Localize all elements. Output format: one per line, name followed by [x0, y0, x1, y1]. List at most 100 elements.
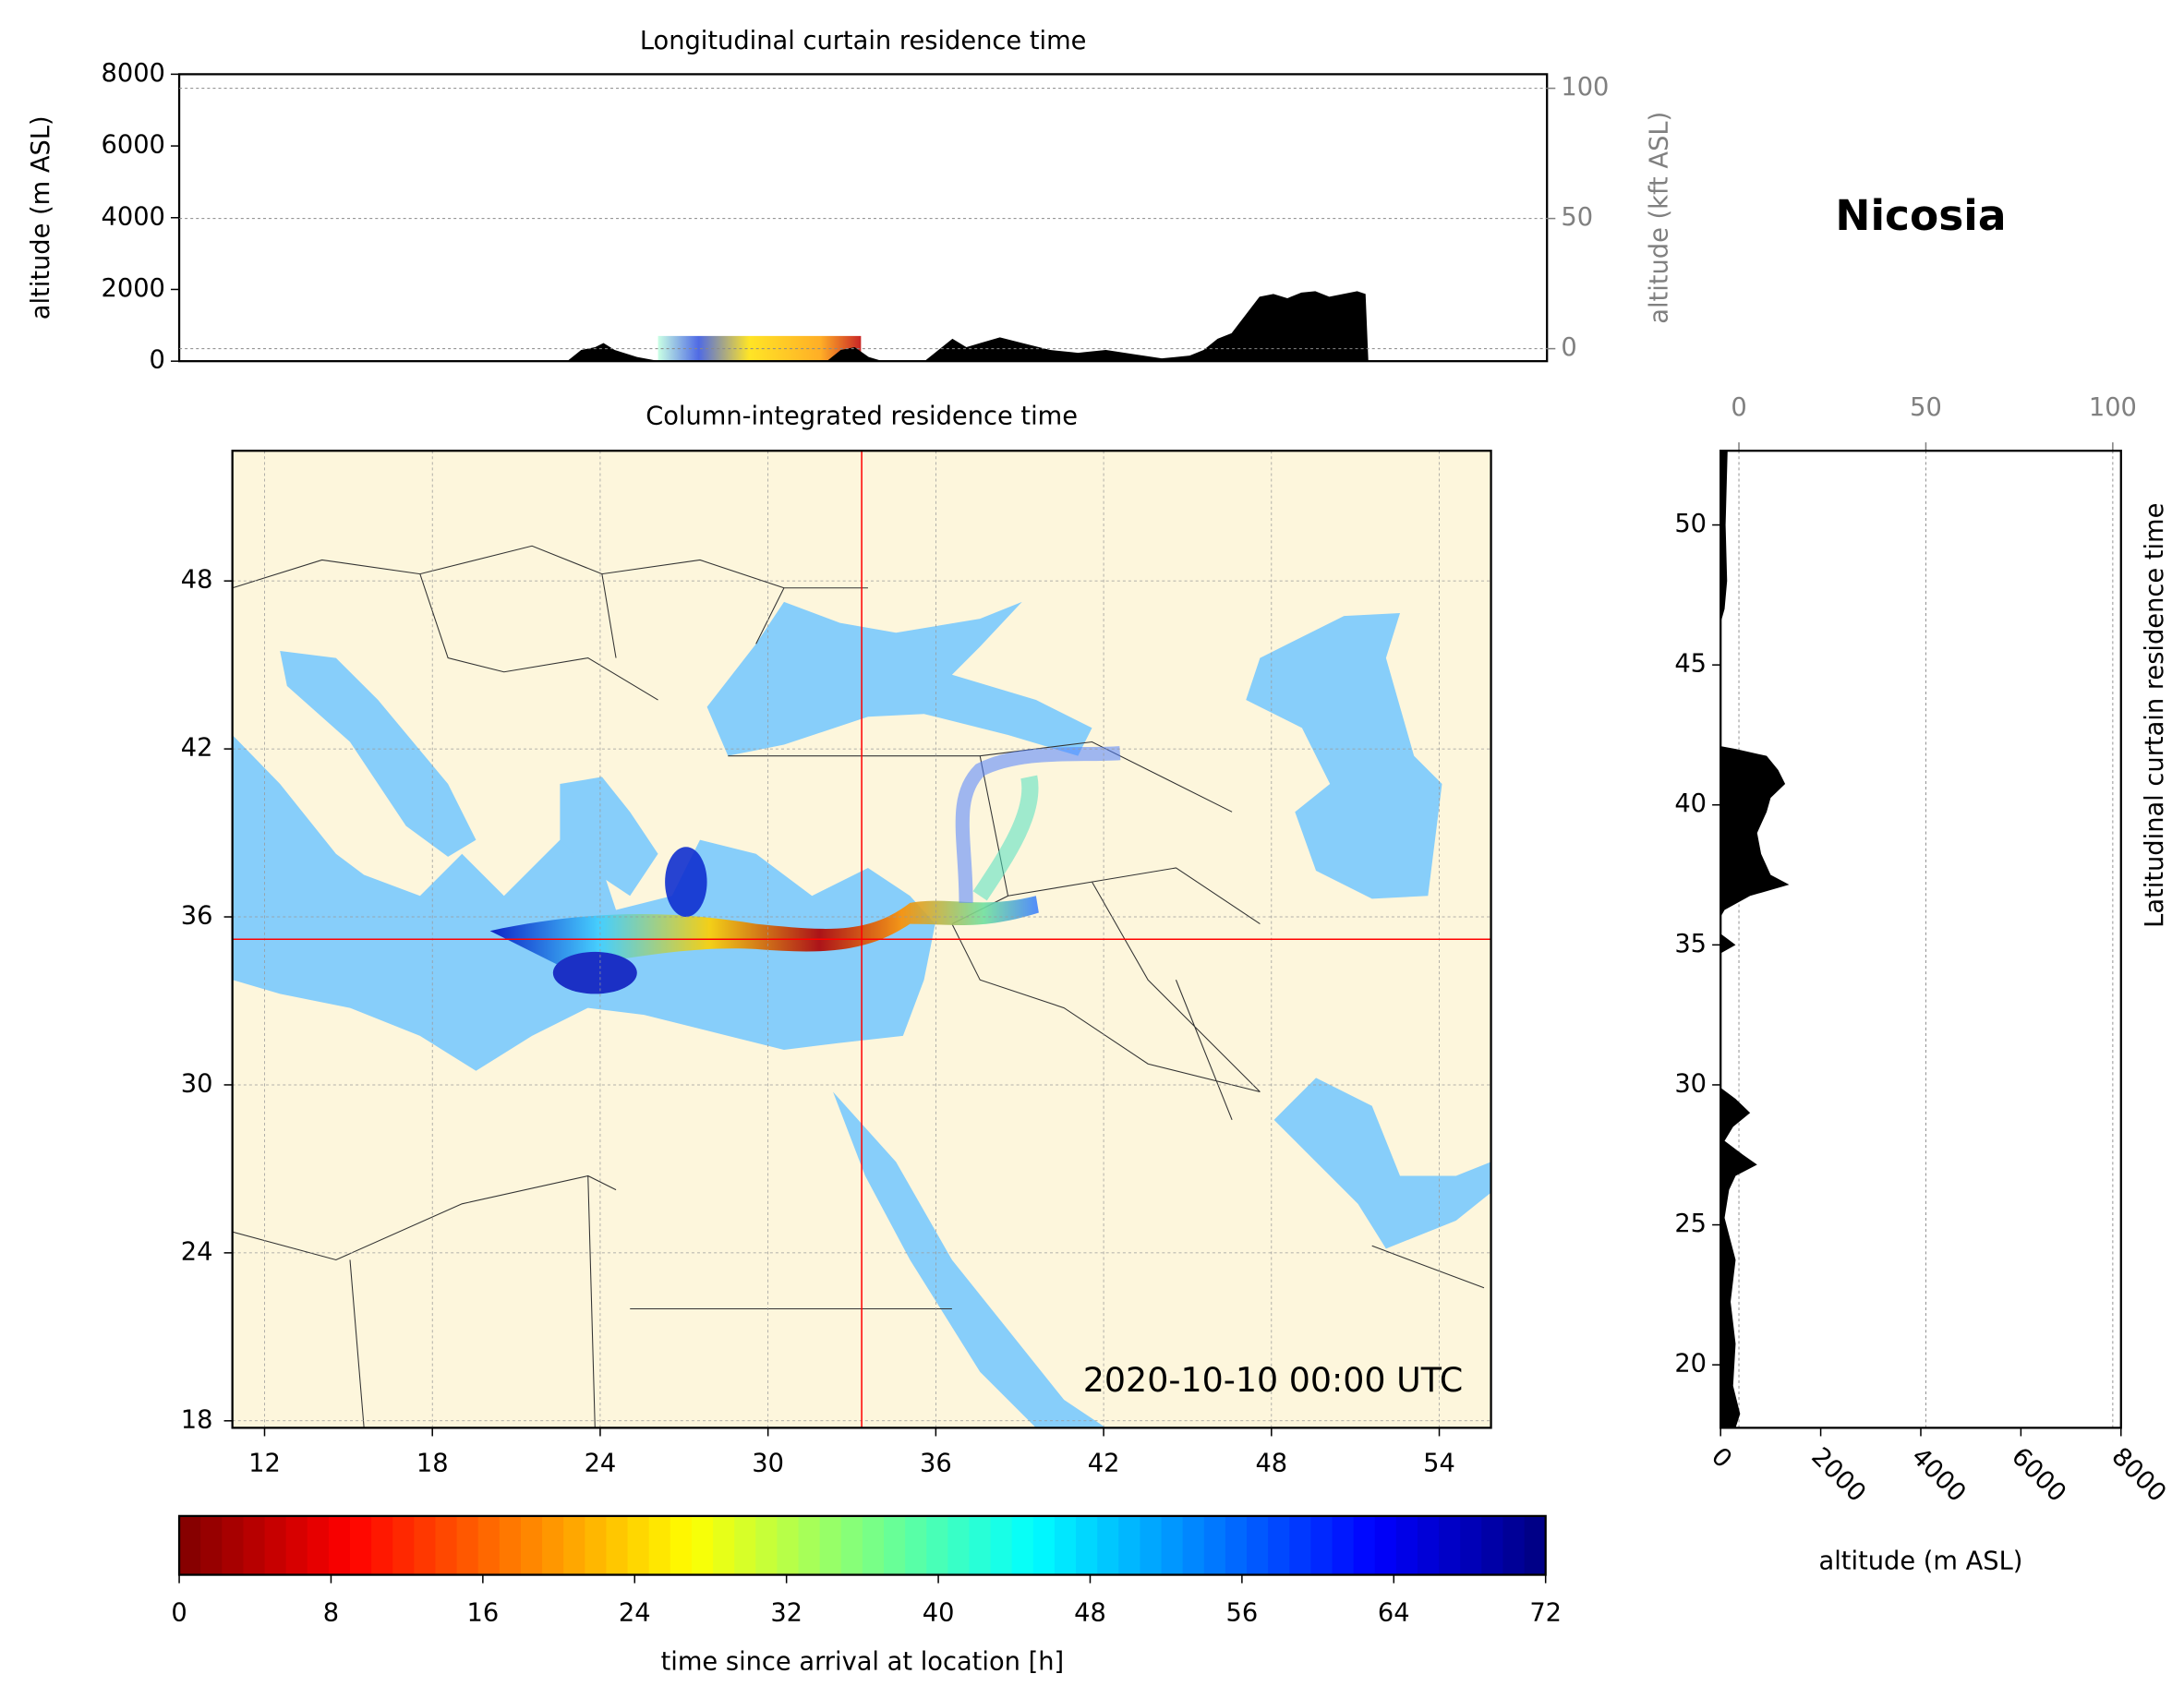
colorbar-frame: [177, 1514, 1547, 1576]
red-sea: [833, 1091, 1106, 1428]
x2-tick-label: 50: [1910, 393, 1942, 422]
colorbar-segment: [670, 1515, 693, 1575]
colorbar-segment: [350, 1515, 372, 1575]
y-tick-label: 24: [181, 1237, 213, 1266]
caspian-sea: [1246, 613, 1442, 899]
colorbar-tick-label: 56: [1226, 1599, 1259, 1628]
colorbar-segment: [477, 1515, 501, 1575]
colorbar-segment: [499, 1515, 522, 1575]
x-tick-label: 30: [752, 1449, 784, 1477]
colorbar-segment: [819, 1515, 842, 1575]
colorbar-segment: [691, 1515, 714, 1575]
x-tick-label: 4000: [1906, 1442, 1972, 1508]
colorbar-segment: [285, 1515, 308, 1575]
colorbar-segment: [222, 1515, 245, 1575]
y-tick-label: 25: [1674, 1210, 1707, 1238]
colorbar-segment: [520, 1515, 543, 1575]
x-tick-label: 12: [248, 1449, 281, 1477]
x-tick-label: 0: [1706, 1442, 1737, 1474]
plume-branch: [955, 746, 1121, 903]
aegean: [560, 777, 658, 897]
colorbar-segment: [840, 1515, 863, 1575]
black-sea: [706, 601, 1092, 756]
colorbar-segment: [606, 1515, 629, 1575]
colorbar-segment: [1439, 1515, 1461, 1575]
colorbar-segment: [1054, 1515, 1077, 1575]
axes-frame: [1719, 450, 2122, 1429]
y-tick-label: 35: [1674, 930, 1707, 958]
colorbar-segment: [926, 1515, 949, 1575]
y-tick-label: 42: [181, 734, 213, 763]
colorbar-segment: [969, 1515, 992, 1575]
terrain-area: [567, 291, 1369, 362]
y2-tick-label: 0: [1561, 333, 1576, 362]
borders: [232, 451, 1485, 1428]
colorbar-segment: [1417, 1515, 1440, 1575]
persian-gulf: [1273, 1078, 1491, 1249]
y-tick-label: 36: [181, 902, 213, 931]
colorbar-segment: [1268, 1515, 1291, 1575]
colorbar-segment: [734, 1515, 757, 1575]
x2-tick-label: 100: [2089, 393, 2137, 422]
colorbar-segment: [1140, 1515, 1163, 1575]
plume-blob: [665, 847, 707, 918]
colorbar-segment: [456, 1515, 479, 1575]
plume-blob: [552, 951, 637, 994]
y-tick-label: 50: [1674, 510, 1707, 538]
colorbar-segment: [1502, 1515, 1526, 1575]
terrain-area: [1720, 451, 1790, 1428]
y-tick-label: 0: [150, 346, 165, 375]
colorbar-segment: [990, 1515, 1013, 1575]
colorbar-segment: [542, 1515, 564, 1575]
x-tick-label: 36: [920, 1449, 952, 1477]
colorbar-segment: [1225, 1515, 1248, 1575]
y2-tick-label: 100: [1561, 73, 1609, 102]
colorbar-segment: [179, 1515, 201, 1575]
location-title: Nicosia: [1835, 191, 2006, 240]
axes-frame: [231, 450, 1492, 1429]
colorbar-segment: [1289, 1515, 1312, 1575]
colorbar-fill: [179, 1515, 1547, 1575]
y-tick-label: 30: [1674, 1069, 1707, 1098]
y2-tick-label: 50: [1561, 203, 1593, 232]
colorbar-segment: [862, 1515, 885, 1575]
colorbar-segment: [627, 1515, 650, 1575]
colorbar-segment: [392, 1515, 416, 1575]
colorbar-segment: [798, 1515, 821, 1575]
colorbar-segment: [563, 1515, 586, 1575]
colorbar-segment: [1161, 1515, 1184, 1575]
colorbar-segment: [585, 1515, 608, 1575]
y-axis-label: Latitudinal curtain residence time: [2141, 503, 2169, 928]
colorbar-tick-label: 72: [1529, 1599, 1562, 1628]
y-tick-label: 4000: [102, 202, 165, 231]
colorbar-tick-label: 24: [619, 1599, 651, 1628]
colorbar-segment: [947, 1515, 971, 1575]
colorbar-segment: [905, 1515, 927, 1575]
y-tick-label: 8000: [102, 59, 165, 88]
colorbar-segment: [713, 1515, 735, 1575]
y2-axis-label: altitude (kft ASL): [1646, 112, 1674, 324]
x-axis-label: altitude (m ASL): [1819, 1547, 2023, 1575]
colorbar-segment: [1247, 1515, 1269, 1575]
x-tick-label: 24: [585, 1449, 617, 1477]
chart-title: Longitudinal curtain residence time: [640, 27, 1087, 55]
top-plume: [658, 335, 862, 362]
colorbar-segment: [1332, 1515, 1355, 1575]
colorbar-tick-label: 64: [1378, 1599, 1410, 1628]
colorbar-segment: [243, 1515, 266, 1575]
timestamp: 2020-10-10 00:00 UTC: [1083, 1360, 1463, 1400]
y-tick-label: 30: [181, 1069, 213, 1098]
colorbar-segment: [883, 1515, 906, 1575]
colorbar-segment: [1203, 1515, 1226, 1575]
x-tick-label: 18: [416, 1449, 449, 1477]
colorbar-segment: [1374, 1515, 1397, 1575]
x-tick-label: 42: [1088, 1449, 1120, 1477]
colorbar-segment: [414, 1515, 437, 1575]
x-tick-label: 54: [1423, 1449, 1455, 1477]
y-tick-label: 45: [1674, 650, 1707, 679]
plume-branch: [972, 775, 1039, 901]
colorbar-segment: [1118, 1515, 1141, 1575]
colorbar-segment: [1481, 1515, 1504, 1575]
colorbar-segment: [435, 1515, 458, 1575]
x2-tick-label: 0: [1731, 393, 1746, 422]
